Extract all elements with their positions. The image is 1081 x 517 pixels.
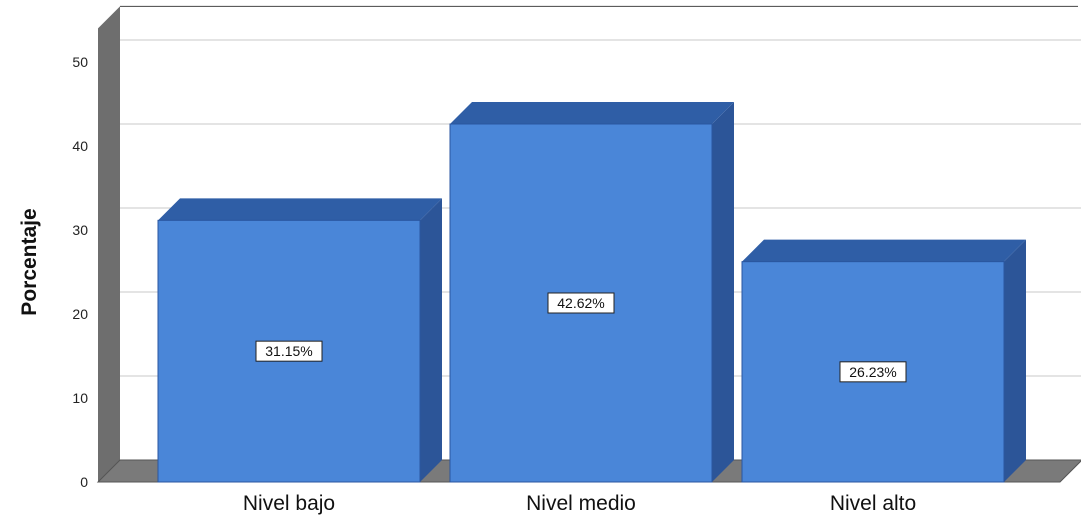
- data-label: 26.23%: [839, 361, 907, 383]
- y-tick-label: 0: [80, 474, 88, 490]
- data-label: 42.62%: [547, 292, 615, 314]
- data-label-text: 26.23%: [849, 364, 896, 380]
- bar: [449, 101, 734, 483]
- x-axis-categories: Nivel bajo Nivel medio Nivel alto: [243, 492, 916, 515]
- y-tick-label: 40: [72, 138, 88, 154]
- left-wall: [98, 6, 120, 483]
- y-tick-label: 30: [72, 222, 88, 238]
- bar-top: [158, 198, 442, 221]
- data-label-text: 42.62%: [557, 295, 604, 311]
- data-label-box: [255, 340, 323, 362]
- y-tick-label: 50: [72, 54, 88, 70]
- x-category-label: Nivel alto: [830, 492, 916, 515]
- data-label: 31.15%: [255, 340, 323, 362]
- data-label-text: 31.15%: [265, 343, 312, 359]
- bar-side: [1004, 239, 1026, 482]
- bars: [157, 101, 1026, 483]
- bar-top: [742, 239, 1026, 262]
- data-label-box: [547, 292, 615, 314]
- y-axis-ticks: 0 10 20 30 40 50: [72, 54, 88, 490]
- x-category-label: Nivel bajo: [243, 492, 335, 515]
- y-tick-label: 20: [72, 306, 88, 322]
- bar-side: [712, 101, 734, 482]
- data-labels: 31.15% 42.62% 26.23%: [255, 292, 907, 383]
- x-category-label: Nivel medio: [526, 492, 636, 515]
- y-tick-label: 10: [72, 390, 88, 406]
- bar-side: [420, 198, 442, 482]
- bar: [157, 198, 442, 483]
- bar: [741, 239, 1026, 483]
- data-label-box: [839, 361, 907, 383]
- bar-top: [450, 101, 734, 124]
- y-axis-title: Porcentaje: [18, 208, 41, 315]
